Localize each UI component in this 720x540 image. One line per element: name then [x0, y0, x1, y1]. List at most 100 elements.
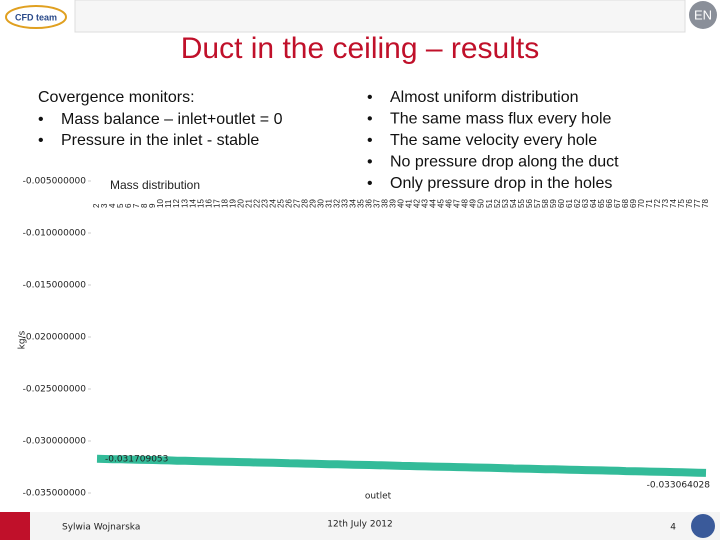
x-tick-label: 55 — [517, 199, 526, 208]
x-tick-label: 36 — [365, 199, 374, 208]
x-tick-label: 3 — [100, 203, 109, 208]
x-tick-label: 49 — [469, 199, 478, 208]
x-tick-label: 35 — [357, 199, 366, 208]
x-tick-label: 15 — [196, 199, 205, 208]
y-tick-label: -0.005000000 — [23, 177, 87, 187]
data-label: -0.033064028 — [647, 480, 711, 490]
x-tick-label: 33 — [341, 199, 350, 208]
right-item: The same mass flux every hole — [390, 111, 612, 128]
x-tick-label: 11 — [164, 199, 173, 208]
x-tick-label: 66 — [605, 199, 614, 208]
x-tick-label: 76 — [685, 199, 694, 208]
right-list: • Almost uniform distribution • The same ma… — [367, 89, 619, 192]
bullet: • — [367, 132, 373, 149]
x-tick-label: 68 — [621, 199, 630, 208]
x-tick-label: 19 — [228, 199, 237, 208]
header-bar — [74, 0, 686, 33]
x-tick-label: 7 — [132, 203, 141, 208]
x-tick-label: 25 — [276, 199, 285, 208]
right-item: Only pressure drop in the holes — [390, 175, 612, 192]
x-tick-label: 17 — [212, 199, 221, 208]
x-tick-label: 47 — [453, 199, 462, 208]
x-tick-label: 18 — [220, 199, 229, 208]
x-tick-label: 26 — [284, 199, 293, 208]
x-tick-label: 2 — [92, 203, 101, 208]
x-tick-label: 54 — [509, 199, 518, 208]
x-tick-label: 32 — [333, 199, 342, 208]
x-tick-label: 31 — [324, 199, 333, 208]
x-tick-label: 28 — [300, 199, 309, 208]
x-tick-label: 60 — [557, 199, 566, 208]
logo: CFD team — [15, 12, 57, 22]
x-tick-label: 21 — [244, 199, 253, 208]
x-tick-label: 23 — [260, 199, 269, 208]
right-item: No pressure drop along the duct — [390, 154, 619, 171]
x-tick-label: 65 — [597, 199, 606, 208]
x-tick-label: 61 — [565, 199, 574, 208]
x-tick-label: 10 — [156, 199, 165, 208]
left-item: Mass balance – inlet+outlet = 0 — [61, 111, 283, 128]
x-tick-label: 77 — [693, 199, 702, 208]
bullet: • — [367, 154, 373, 171]
x-tick-label: 20 — [236, 199, 245, 208]
y-tick-label: -0.030000000 — [23, 437, 87, 447]
footer-logo — [691, 514, 715, 538]
badge: EN — [694, 7, 712, 22]
left-heading: Covergence monitors: — [38, 89, 195, 106]
bullet: • — [367, 89, 373, 106]
logo-ring — [5, 5, 67, 29]
bullet: • — [367, 111, 373, 128]
x-tick-label: 39 — [389, 199, 398, 208]
x-tick-label: 34 — [349, 199, 358, 208]
x-tick-label: 5 — [116, 203, 125, 208]
x-tick-label: 12 — [172, 199, 181, 208]
x-tick-label: 9 — [148, 203, 157, 208]
x-tick-label: 73 — [661, 199, 670, 208]
x-tick-label: 16 — [204, 199, 213, 208]
x-tick-label: 69 — [629, 199, 638, 208]
left-item: Pressure in the inlet - stable — [61, 132, 259, 149]
x-tick-label: 51 — [485, 199, 494, 208]
x-tick-label: 48 — [461, 199, 470, 208]
x-tick-label: 42 — [413, 199, 422, 208]
footer-author: Sylwia Wojnarska — [62, 523, 140, 533]
series-line — [96, 454, 707, 477]
x-tick-label: 45 — [437, 199, 446, 208]
x-tick-label: 29 — [308, 199, 317, 208]
badge-circle — [689, 1, 717, 29]
bullet: • — [367, 175, 373, 192]
x-tick-label: 50 — [477, 199, 486, 208]
x-tick-label: 30 — [316, 199, 325, 208]
chart-title: Mass distribution — [110, 178, 200, 192]
y-axis-title: kg/s — [18, 330, 28, 349]
left-list: • Mass balance – inlet+outlet = 0 • Pressur… — [38, 111, 283, 149]
x-tick-label: 46 — [445, 199, 454, 208]
x-tick-label: 78 — [701, 199, 710, 208]
data-label: -0.031709053 — [105, 454, 168, 464]
footer-mark — [0, 512, 30, 540]
x-tick-label: 43 — [421, 199, 430, 208]
x-tick-label: 6 — [124, 203, 133, 208]
x-tick-label: 72 — [653, 199, 662, 208]
x-tick-label: 56 — [525, 199, 534, 208]
x-tick-label: 62 — [573, 199, 582, 208]
x-tick-label: 52 — [493, 199, 502, 208]
x-tick-label: 40 — [397, 199, 406, 208]
x-tick-label: 75 — [677, 199, 686, 208]
x-tick-label: 64 — [589, 199, 598, 208]
x-tick-label: 67 — [613, 199, 622, 208]
x-tick-label: 8 — [140, 203, 149, 208]
bullet: • — [38, 111, 44, 128]
right-item: Almost uniform distribution — [390, 89, 579, 106]
y-tick-label: -0.010000000 — [23, 229, 87, 239]
x-tick-label: 22 — [252, 199, 261, 208]
x-tick-label: 59 — [549, 199, 558, 208]
footer-page: 4 — [670, 523, 676, 533]
x-tick-label: 24 — [268, 199, 277, 208]
chart: Mass distribution kg/s outlet -0.035000000 -… — [18, 177, 711, 502]
right-item: The same velocity every hole — [390, 132, 597, 149]
y-tick-label: -0.015000000 — [23, 281, 87, 291]
x-tick-label: 41 — [405, 199, 414, 208]
